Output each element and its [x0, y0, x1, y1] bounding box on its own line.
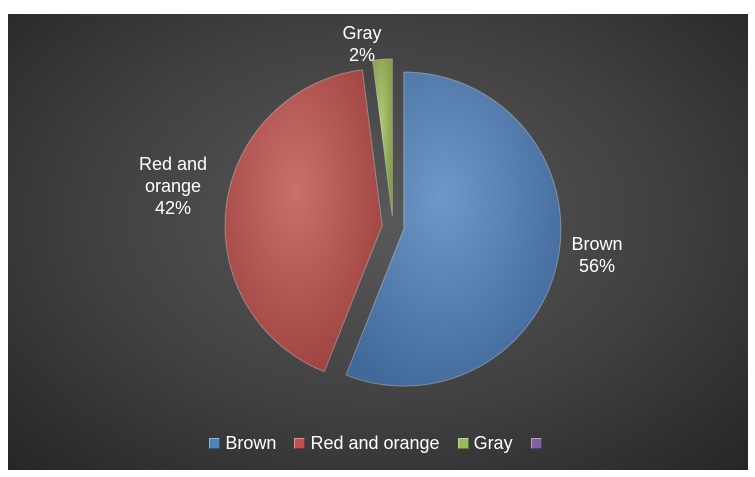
pie-slice-brown: [345, 71, 562, 387]
legend-item-brown: Brown: [209, 432, 276, 454]
legend-label-gray: Gray: [473, 433, 513, 453]
legend-swatch-red-and-orange: [294, 437, 306, 449]
data-label-red-and-orange-value: 42%: [154, 198, 192, 218]
legend: Brown Red and orange Gray: [8, 432, 748, 454]
data-label-red-and-orange: Red and orange 42%: [108, 153, 238, 219]
data-label-red-and-orange-name: Red and orange: [108, 153, 238, 197]
data-label-red-and-orange-text: Red and orange: [138, 154, 208, 196]
pie-chart: [224, 58, 562, 387]
legend-item-unlabeled: [530, 432, 547, 454]
data-label-brown-name: Brown: [571, 234, 623, 254]
legend-swatch-gray: [457, 437, 469, 449]
data-label-brown-value: 56%: [578, 256, 616, 276]
pie-slice-gray: [372, 58, 393, 217]
data-label-gray: Gray 2%: [332, 22, 392, 66]
data-label-gray-name: Gray: [342, 23, 382, 43]
chart-area: Brown 56% Red and orange 42% Gray 2% Bro…: [8, 14, 748, 470]
legend-item-red-and-orange: Red and orange: [294, 432, 440, 454]
legend-swatch-unlabeled: [530, 437, 542, 449]
legend-label-brown: Brown: [225, 433, 277, 453]
legend-swatch-brown: [209, 437, 221, 449]
legend-item-gray: Gray: [457, 432, 513, 454]
data-label-gray-value: 2%: [348, 45, 375, 65]
data-label-brown: Brown 56%: [542, 233, 652, 277]
pie-slice-red-and-orange: [224, 69, 383, 373]
legend-label-red-and-orange: Red and orange: [310, 433, 440, 453]
